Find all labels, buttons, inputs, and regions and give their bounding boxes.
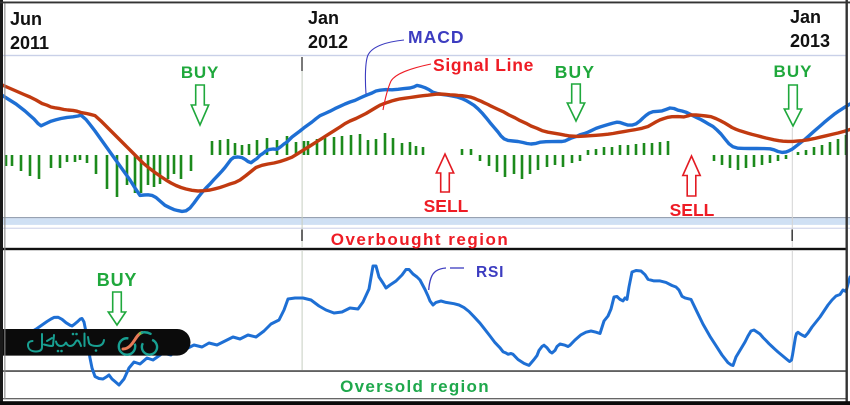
svg-text:2013: 2013	[790, 31, 830, 51]
svg-text:2012: 2012	[308, 32, 348, 52]
svg-text:BUY: BUY	[774, 62, 813, 81]
svg-text:BUY: BUY	[97, 270, 137, 290]
svg-text:SELL: SELL	[424, 196, 469, 216]
svg-text:BUY: BUY	[555, 62, 596, 82]
svg-text:BUY: BUY	[181, 63, 219, 82]
svg-text:2011: 2011	[10, 33, 49, 53]
svg-text:RSI: RSI	[476, 264, 504, 281]
svg-text:MACD: MACD	[408, 27, 465, 47]
svg-text:Oversold region: Oversold region	[340, 377, 490, 396]
svg-text:SELL: SELL	[670, 200, 715, 220]
svg-text:Jun: Jun	[10, 9, 42, 29]
svg-text:Overbought region: Overbought region	[331, 230, 510, 249]
svg-text:Jan: Jan	[308, 8, 339, 28]
svg-text:Jan: Jan	[790, 7, 821, 27]
svg-text:Signal Line: Signal Line	[433, 55, 534, 75]
